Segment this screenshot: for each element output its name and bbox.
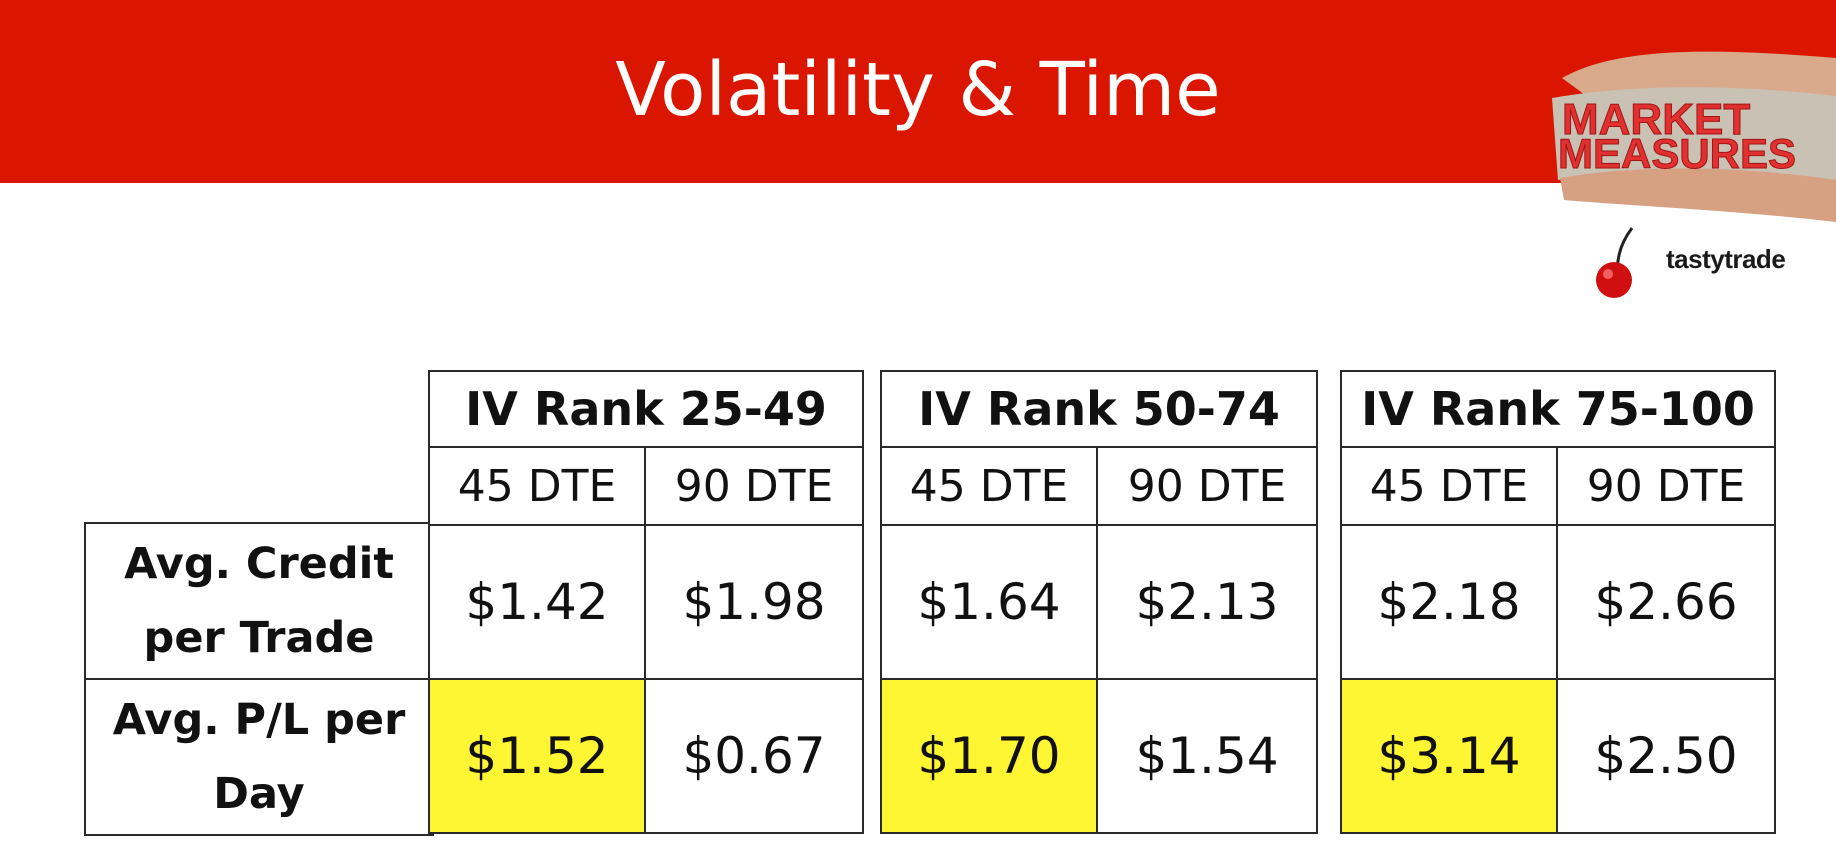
title-banner: Volatility & Time <box>0 0 1836 183</box>
logo-text-market: MARKET <box>1562 95 1750 144</box>
pl-cell-90: $1.54 <box>1095 678 1319 834</box>
row-label-credit-line1: Avg. Credit <box>124 539 394 589</box>
iv-rank-25-49-table: IV Rank 25-49 45 DTE 90 DTE $1.42 $1.98 … <box>427 370 865 834</box>
iv-rank-75-100-table: IV Rank 75-100 45 DTE 90 DTE $2.18 $2.66… <box>1340 370 1776 834</box>
row-label-credit: Avg. Credit per Trade <box>84 522 434 680</box>
sub-header-90: 90 DTE <box>1556 446 1776 526</box>
pl-cell-90: $0.67 <box>643 678 865 834</box>
sub-header-90: 90 DTE <box>643 446 865 526</box>
credit-cell-45: $1.64 <box>880 524 1098 680</box>
logo-text-measures: MEASURES <box>1558 130 1796 177</box>
row-labels: Avg. Credit per Trade Avg. P/L per Day <box>84 522 434 836</box>
brand-name: tastytrade <box>1666 244 1786 274</box>
pl-cell-45: $1.52 <box>428 678 646 834</box>
cherry-icon <box>1592 220 1792 300</box>
sub-header-45: 45 DTE <box>880 446 1098 526</box>
row-label-pl-line1: Avg. P/L per <box>112 695 406 745</box>
pl-cell-90: $2.50 <box>1556 678 1776 834</box>
pl-cell-45: $1.70 <box>880 678 1098 834</box>
credit-cell-90: $1.98 <box>643 524 865 680</box>
pl-cell-45: $3.14 <box>1340 678 1558 834</box>
iv-rank-50-74-table: IV Rank 50-74 45 DTE 90 DTE $1.64 $2.13 … <box>879 370 1319 834</box>
slide-title: Volatility & Time <box>615 47 1221 133</box>
row-label-credit-line2: per Trade <box>143 613 375 663</box>
group-header: IV Rank 50-74 <box>879 370 1319 448</box>
credit-cell-90: $2.13 <box>1095 524 1319 680</box>
sub-header-45: 45 DTE <box>428 446 646 526</box>
credit-cell-45: $2.18 <box>1340 524 1558 680</box>
sub-header-90: 90 DTE <box>1095 446 1319 526</box>
row-label-pl-line2: Day <box>213 769 305 819</box>
credit-cell-45: $1.42 <box>428 524 646 680</box>
credit-cell-90: $2.66 <box>1556 524 1776 680</box>
sub-header-45: 45 DTE <box>1340 446 1558 526</box>
group-header: IV Rank 25-49 <box>427 370 865 448</box>
market-measures-logo: MARKET MEASURES <box>1552 40 1836 222</box>
row-label-pl: Avg. P/L per Day <box>84 678 434 836</box>
group-header: IV Rank 75-100 <box>1340 370 1776 448</box>
